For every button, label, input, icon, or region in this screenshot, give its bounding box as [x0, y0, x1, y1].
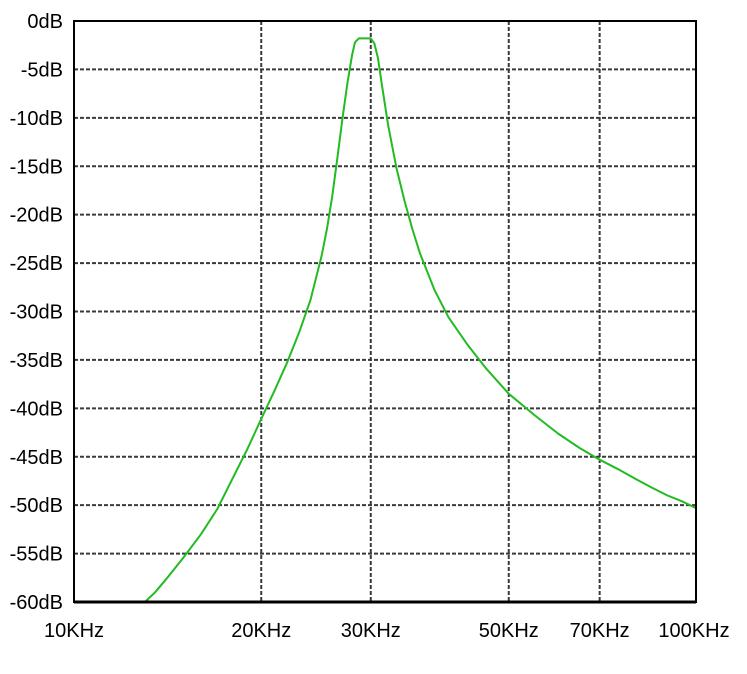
y-tick-label: -60dB	[10, 592, 63, 614]
x-tick-label: 20KHz	[231, 620, 291, 642]
y-tick-label: -10dB	[10, 108, 63, 130]
x-tick-label: 30KHz	[341, 620, 401, 642]
x-tick-label: 70KHz	[570, 620, 630, 642]
series-line	[143, 37, 697, 603]
y-tick-label: -25dB	[10, 253, 63, 275]
y-tick-label: -45dB	[10, 447, 63, 469]
y-tick-label: -5dB	[21, 59, 63, 81]
y-tick-label: -50dB	[10, 495, 63, 517]
grid	[74, 21, 696, 602]
series	[143, 37, 697, 603]
y-tick-label: -40dB	[10, 398, 63, 420]
x-tick-label: 50KHz	[479, 620, 539, 642]
y-tick-label: -15dB	[10, 156, 63, 178]
x-tick-label: 10KHz	[44, 620, 104, 642]
x-tick-label: 100KHz	[658, 620, 729, 642]
y-tick-label: -20dB	[10, 205, 63, 227]
y-tick-label: -30dB	[10, 302, 63, 324]
y-tick-label: -35dB	[10, 350, 63, 372]
y-tick-label: -55dB	[10, 544, 63, 566]
y-tick-label: 0dB	[27, 11, 63, 33]
tick-labels: 0dB -5dB -10dB -15dB -20dB -25dB -30dB -35dB -40…	[10, 11, 730, 642]
